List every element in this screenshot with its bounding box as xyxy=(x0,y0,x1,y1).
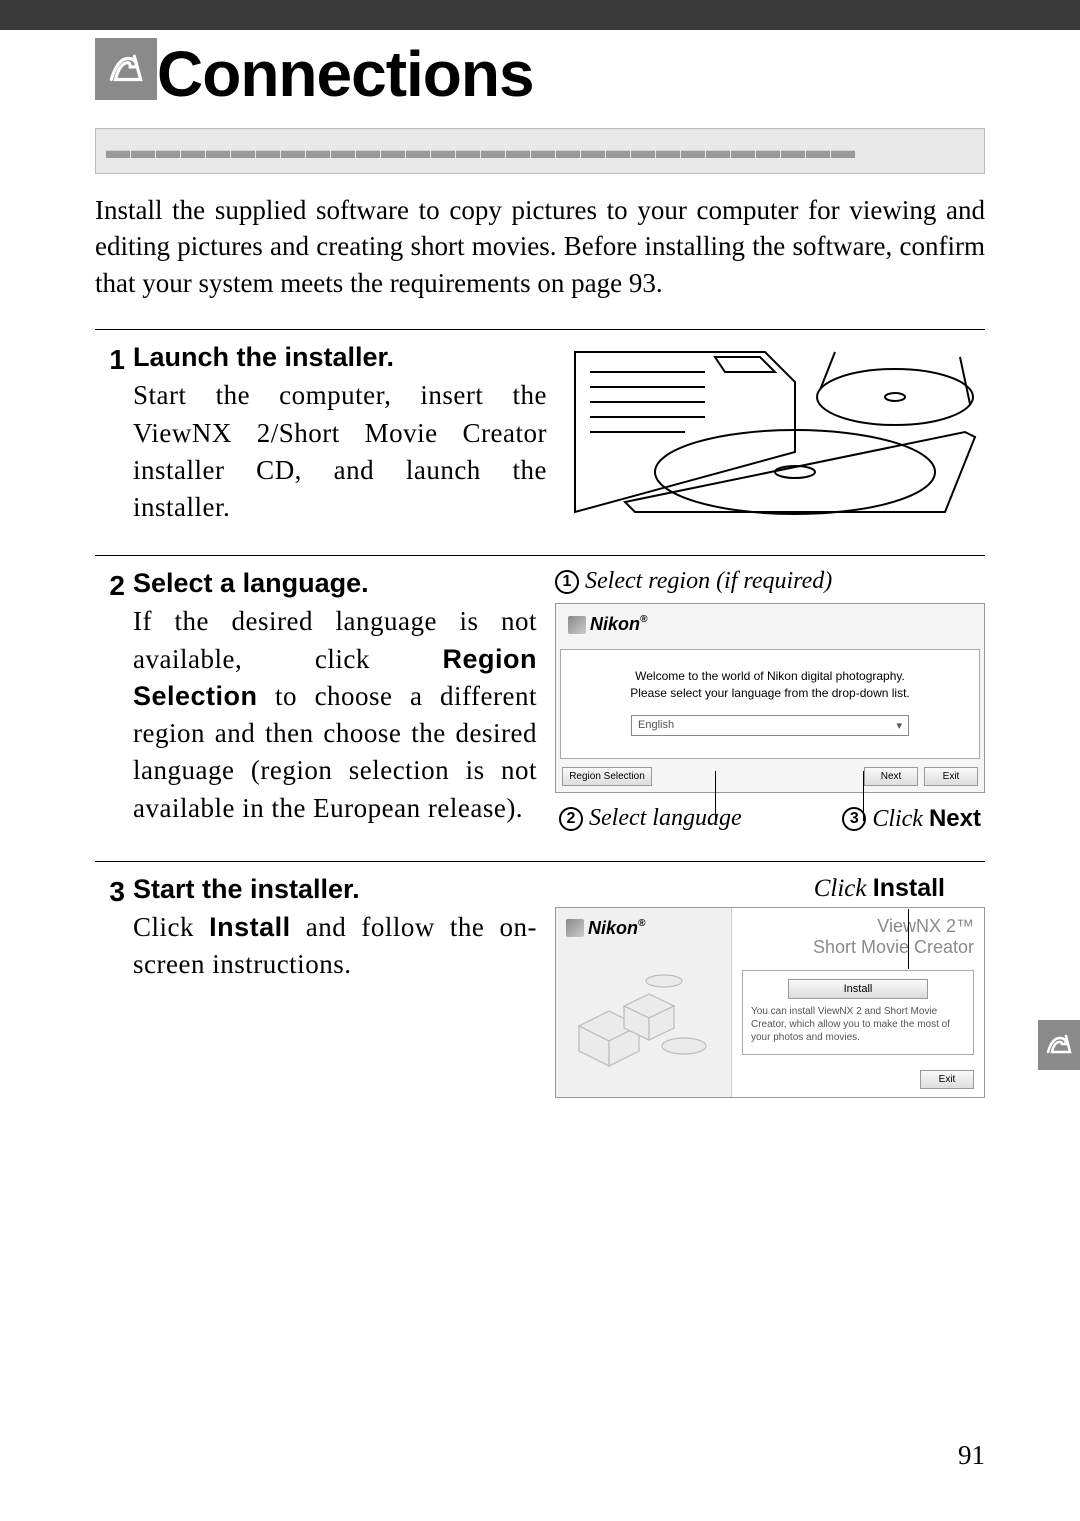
connection-icon xyxy=(95,38,157,100)
chapter-header: Connections xyxy=(95,38,985,106)
language-dropdown[interactable]: English ▾ xyxy=(631,715,909,736)
cd-insert-figure xyxy=(565,342,985,527)
product-name-1: ViewNX 2™ xyxy=(742,916,974,937)
caption-click-install: Click Install xyxy=(555,874,985,903)
bottom-captions: 2 Select language 3 Click Next xyxy=(555,805,985,833)
intro-paragraph: Install the supplied software to copy pi… xyxy=(95,192,985,301)
product-name-2: Short Movie Creator xyxy=(742,937,974,958)
next-button[interactable]: Next xyxy=(864,767,918,786)
brand-label: Nikon® xyxy=(590,614,647,635)
step-description: Click Install and follow the on-screen i… xyxy=(133,909,537,984)
exit-button[interactable]: Exit xyxy=(924,767,978,786)
installer-dialog: Nikon® xyxy=(555,907,985,1098)
welcome-text: Welcome to the world of Nikon digital ph… xyxy=(561,650,979,708)
step-1: 1 Launch the installer. Start the comput… xyxy=(95,329,985,527)
step-title: Select a language. xyxy=(133,568,537,599)
section-heading-bar: ▬▬▬▬▬▬▬▬▬▬▬▬▬▬▬▬▬▬▬▬▬▬▬▬▬▬▬▬▬▬ xyxy=(95,128,985,174)
page-number: 91 xyxy=(958,1440,985,1471)
top-bar xyxy=(0,0,1080,30)
nikon-logo-icon xyxy=(566,919,584,937)
region-selection-button[interactable]: Region Selection xyxy=(562,767,652,786)
step-title: Start the installer. xyxy=(133,874,537,905)
install-description: You can install ViewNX 2 and Short Movie… xyxy=(751,1005,965,1044)
document-page: Connections ▬▬▬▬▬▬▬▬▬▬▬▬▬▬▬▬▬▬▬▬▬▬▬▬▬▬▬▬… xyxy=(0,0,1080,1521)
callout-1: 1 xyxy=(555,570,579,594)
language-dialog-figure: 1 Select region (if required) Nikon® Wel… xyxy=(555,568,985,832)
dropdown-arrow-icon: ▾ xyxy=(896,719,902,732)
step-description: Start the computer, insert the ViewNX 2/… xyxy=(133,377,547,526)
step-number: 1 xyxy=(95,342,125,527)
nikon-logo-icon xyxy=(568,616,586,634)
step-title: Launch the installer. xyxy=(133,342,547,373)
install-dialog-figure: Click Install Nikon® xyxy=(555,874,985,1098)
caption-select-region: 1 Select region (if required) xyxy=(555,568,985,595)
chapter-title: Connections xyxy=(157,38,534,106)
exit-button[interactable]: Exit xyxy=(920,1070,974,1089)
install-button[interactable]: Install xyxy=(788,979,928,999)
step-description: If the desired language is not available… xyxy=(133,603,537,827)
step-number: 2 xyxy=(95,568,125,832)
step-2: 2 Select a language. If the desired lang… xyxy=(95,555,985,832)
step-number: 3 xyxy=(95,874,125,1098)
callout-2: 2 xyxy=(559,807,583,831)
language-selection-dialog: Nikon® Welcome to the world of Nikon dig… xyxy=(555,603,985,792)
step-3: 3 Start the installer. Click Install and… xyxy=(95,861,985,1098)
chapter-tab xyxy=(1038,1020,1080,1070)
installer-artwork xyxy=(566,945,721,1087)
brand-label: Nikon® xyxy=(588,918,645,939)
